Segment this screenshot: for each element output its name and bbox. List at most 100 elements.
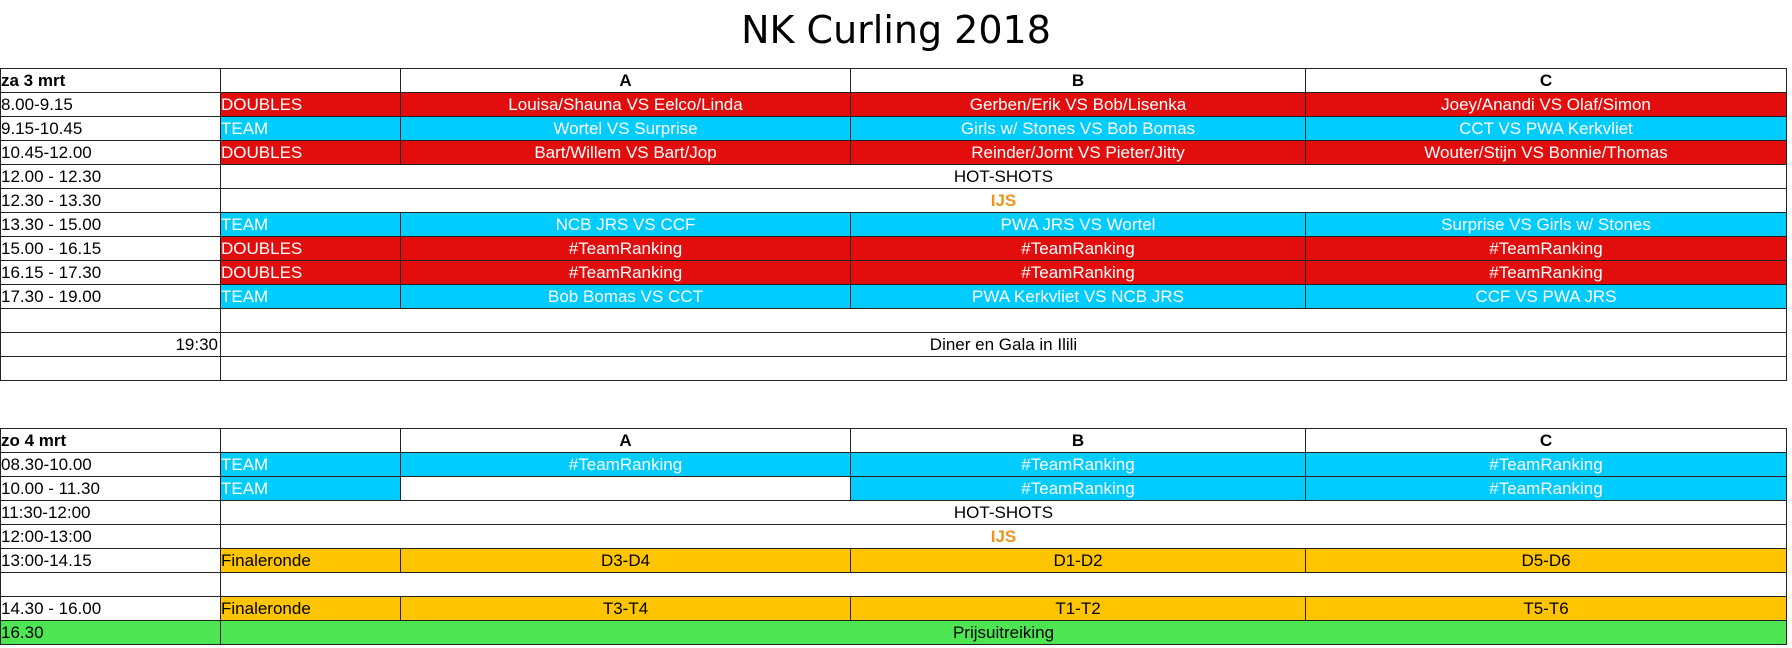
match-cell: D3-D4: [400, 548, 851, 573]
time-cell: 08.30-10.00: [0, 452, 221, 477]
time-cell: 17.30 - 19.00: [0, 284, 221, 309]
time-cell: 13.30 - 15.00: [0, 212, 221, 237]
time-cell: 16.30: [0, 620, 221, 645]
type-cell: TEAM: [220, 116, 401, 141]
match-cell: T1-T2: [850, 596, 1306, 621]
type-cell: TEAM: [220, 476, 401, 501]
match-cell: PWA Kerkvliet VS NCB JRS: [850, 284, 1306, 309]
time-cell: 9.15-10.45: [0, 116, 221, 141]
table-row: 13.30 - 15.00 TEAM NCB JRS VS CCF PWA JR…: [0, 212, 1787, 237]
sheet-b-header: B: [850, 428, 1306, 453]
table-row: 17.30 - 19.00 TEAM Bob Bomas VS CCT PWA …: [0, 284, 1787, 309]
table-row: 11:30-12:00 HOT-SHOTS: [0, 500, 1787, 525]
day-label: zo 4 mrt: [0, 428, 221, 453]
empty-cell: [0, 308, 221, 333]
type-cell: Finaleronde: [220, 548, 401, 573]
match-cell: #TeamRanking: [400, 236, 851, 261]
hot-shots-cell: HOT-SHOTS: [220, 500, 1787, 525]
match-cell: Gerben/Erik VS Bob/Lisenka: [850, 92, 1306, 117]
empty-cell: [220, 308, 1787, 333]
table-row: 10.45-12.00 DOUBLES Bart/Willem VS Bart/…: [0, 140, 1787, 165]
match-cell: #TeamRanking: [850, 236, 1306, 261]
type-cell: DOUBLES: [220, 260, 401, 285]
table-row: 16.15 - 17.30 DOUBLES #TeamRanking #Team…: [0, 260, 1787, 285]
type-cell: DOUBLES: [220, 140, 401, 165]
time-cell: 15.00 - 16.15: [0, 236, 221, 261]
time-cell: 10.45-12.00: [0, 140, 221, 165]
table-row: 12:00-13:00 IJS: [0, 524, 1787, 549]
time-cell: 12.00 - 12.30: [0, 164, 221, 189]
type-header: [220, 68, 401, 93]
table-row: 08.30-10.00 TEAM #TeamRanking #TeamRanki…: [0, 452, 1787, 477]
blank-row: [0, 572, 1787, 597]
page-title: NK Curling 2018: [741, 8, 1051, 52]
time-cell: 16.15 - 17.30: [0, 260, 221, 285]
blank-row: [0, 356, 1787, 381]
match-cell: PWA JRS VS Wortel: [850, 212, 1306, 237]
match-cell: Bob Bomas VS CCT: [400, 284, 851, 309]
sheet-b-header: B: [850, 68, 1306, 93]
match-cell: Bart/Willem VS Bart/Jop: [400, 140, 851, 165]
table-row: 13:00-14.15 Finaleronde D3-D4 D1-D2 D5-D…: [0, 548, 1787, 573]
match-cell: Girls w/ Stones VS Bob Bomas: [850, 116, 1306, 141]
time-cell: 14.30 - 16.00: [0, 596, 221, 621]
schedule-day-1: za 3 mrt A B C 8.00-9.15 DOUBLES Louisa/…: [0, 68, 1787, 381]
sheet-c-header: C: [1305, 428, 1787, 453]
match-cell: #TeamRanking: [400, 452, 851, 477]
match-cell: CCF VS PWA JRS: [1305, 284, 1787, 309]
time-cell: 12:00-13:00: [0, 524, 221, 549]
sheet-a-header: A: [400, 428, 851, 453]
match-cell: #TeamRanking: [850, 476, 1306, 501]
match-cell: Wouter/Stijn VS Bonnie/Thomas: [1305, 140, 1787, 165]
match-cell: Wortel VS Surprise: [400, 116, 851, 141]
type-cell: TEAM: [220, 452, 401, 477]
match-cell: [400, 476, 851, 501]
match-cell: #TeamRanking: [850, 260, 1306, 285]
time-cell: 8.00-9.15: [0, 92, 221, 117]
match-cell: T5-T6: [1305, 596, 1787, 621]
gala-cell: Diner en Gala in Ilili: [220, 332, 1787, 357]
sheet-c-header: C: [1305, 68, 1787, 93]
match-cell: #TeamRanking: [1305, 236, 1787, 261]
time-cell: 13:00-14.15: [0, 548, 221, 573]
hot-shots-cell: HOT-SHOTS: [220, 164, 1787, 189]
time-cell: 12.30 - 13.30: [0, 188, 221, 213]
match-cell: #TeamRanking: [1305, 260, 1787, 285]
match-cell: Louisa/Shauna VS Eelco/Linda: [400, 92, 851, 117]
schedule-day-2: zo 4 mrt A B C 08.30-10.00 TEAM #TeamRan…: [0, 428, 1787, 645]
empty-cell: [220, 572, 1787, 597]
table-row: 12.00 - 12.30 HOT-SHOTS: [0, 164, 1787, 189]
day-label: za 3 mrt: [0, 68, 221, 93]
header-row: za 3 mrt A B C: [0, 68, 1787, 93]
type-header: [220, 428, 401, 453]
match-cell: NCB JRS VS CCF: [400, 212, 851, 237]
header-row: zo 4 mrt A B C: [0, 428, 1787, 453]
match-cell: Reinder/Jornt VS Pieter/Jitty: [850, 140, 1306, 165]
empty-cell: [0, 356, 221, 381]
match-cell: #TeamRanking: [400, 260, 851, 285]
match-cell: T3-T4: [400, 596, 851, 621]
match-cell: Joey/Anandi VS Olaf/Simon: [1305, 92, 1787, 117]
prize-cell: Prijsuitreiking: [220, 620, 1787, 645]
match-cell: D5-D6: [1305, 548, 1787, 573]
table-row: 12.30 - 13.30 IJS: [0, 188, 1787, 213]
match-cell: D1-D2: [850, 548, 1306, 573]
ijs-cell: IJS: [220, 524, 1787, 549]
table-row: 16.30 Prijsuitreiking: [0, 620, 1787, 645]
match-cell: #TeamRanking: [1305, 452, 1787, 477]
time-cell: 11:30-12:00: [0, 500, 221, 525]
empty-cell: [0, 572, 221, 597]
type-cell: TEAM: [220, 212, 401, 237]
type-cell: TEAM: [220, 284, 401, 309]
match-cell: #TeamRanking: [1305, 476, 1787, 501]
table-row: 9.15-10.45 TEAM Wortel VS Surprise Girls…: [0, 116, 1787, 141]
time-cell: 19:30: [0, 332, 221, 357]
table-row: 10.00 - 11.30 TEAM #TeamRanking #TeamRan…: [0, 476, 1787, 501]
blank-row: [0, 308, 1787, 333]
sheet-a-header: A: [400, 68, 851, 93]
table-row: 15.00 - 16.15 DOUBLES #TeamRanking #Team…: [0, 236, 1787, 261]
table-row: 14.30 - 16.00 Finaleronde T3-T4 T1-T2 T5…: [0, 596, 1787, 621]
table-row: 19:30 Diner en Gala in Ilili: [0, 332, 1787, 357]
type-cell: DOUBLES: [220, 92, 401, 117]
time-cell: 10.00 - 11.30: [0, 476, 221, 501]
